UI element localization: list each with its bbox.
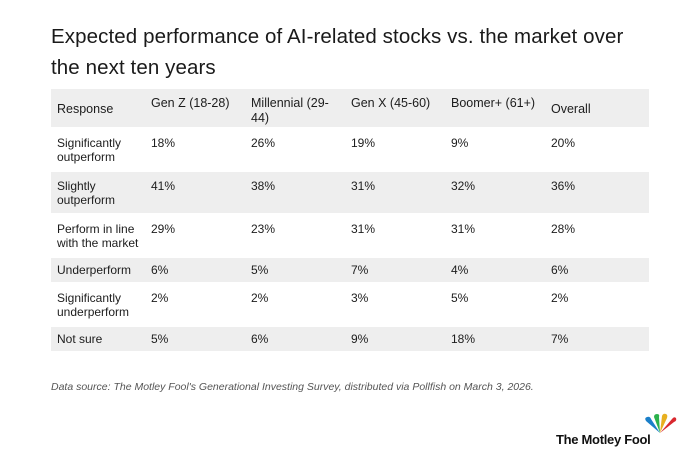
table-cell: 6% bbox=[145, 257, 245, 284]
motley-fool-logo: The Motley Fool bbox=[556, 413, 686, 453]
table-cell: 41% bbox=[145, 171, 245, 215]
table-row: Slightly outperform 41% 38% 31% 32% 36% bbox=[51, 171, 649, 215]
table-row: Underperform 6% 5% 7% 4% 6% bbox=[51, 257, 649, 284]
table-cell: 20% bbox=[545, 128, 649, 172]
row-label: Underperform bbox=[51, 257, 145, 284]
header-gen-z: Gen Z (18-28) bbox=[145, 89, 245, 129]
table-cell: 36% bbox=[545, 171, 649, 215]
table-cell: 7% bbox=[545, 326, 649, 353]
table-cell: 5% bbox=[245, 257, 345, 284]
table-cell: 23% bbox=[245, 214, 345, 258]
jester-hat-icon bbox=[645, 413, 677, 433]
table-cell: 9% bbox=[445, 128, 545, 172]
header-boomer: Boomer+ (61+) bbox=[445, 89, 545, 129]
table-cell: 31% bbox=[345, 171, 445, 215]
survey-table: Response Gen Z (18-28) Millennial (29-44… bbox=[51, 89, 649, 353]
table-cell: 38% bbox=[245, 171, 345, 215]
table-cell: 4% bbox=[445, 257, 545, 284]
table-row: Not sure 5% 6% 9% 18% 7% bbox=[51, 326, 649, 353]
table-cell: 9% bbox=[345, 326, 445, 353]
table-cell: 31% bbox=[345, 214, 445, 258]
data-source-note: Data source: The Motley Fool's Generatio… bbox=[51, 381, 534, 393]
table-cell: 6% bbox=[245, 326, 345, 353]
table-cell: 2% bbox=[145, 283, 245, 327]
header-millennial: Millennial (29-44) bbox=[245, 89, 345, 129]
row-label: Slightly outperform bbox=[51, 171, 145, 215]
header-overall: Overall bbox=[545, 89, 649, 129]
table-cell: 18% bbox=[445, 326, 545, 353]
row-label: Perform in line with the market bbox=[51, 214, 145, 258]
chart-title: Expected performance of AI-related stock… bbox=[51, 25, 624, 79]
table-cell: 28% bbox=[545, 214, 649, 258]
header-response: Response bbox=[51, 89, 145, 129]
table-cell: 5% bbox=[145, 326, 245, 353]
row-label: Significantly underperform bbox=[51, 283, 145, 327]
header-gen-x: Gen X (45-60) bbox=[345, 89, 445, 129]
table-header-row: Response Gen Z (18-28) Millennial (29-44… bbox=[51, 89, 649, 129]
table-cell: 5% bbox=[445, 283, 545, 327]
table-cell: 2% bbox=[545, 283, 649, 327]
table-cell: 7% bbox=[345, 257, 445, 284]
table-cell: 26% bbox=[245, 128, 345, 172]
logo-text: The Motley Fool bbox=[556, 432, 651, 447]
table-cell: 3% bbox=[345, 283, 445, 327]
table-cell: 32% bbox=[445, 171, 545, 215]
table-row: Significantly outperform 18% 26% 19% 9% 20% bbox=[51, 128, 649, 172]
row-label: Significantly outperform bbox=[51, 128, 145, 172]
table-cell: 29% bbox=[145, 214, 245, 258]
table-cell: 2% bbox=[245, 283, 345, 327]
table-cell: 6% bbox=[545, 257, 649, 284]
table-cell: 18% bbox=[145, 128, 245, 172]
table-row: Significantly underperform 2% 2% 3% 5% 2% bbox=[51, 283, 649, 327]
table-row: Perform in line with the market 29% 23% 31%… bbox=[51, 214, 649, 258]
table-cell: 19% bbox=[345, 128, 445, 172]
table-cell: 31% bbox=[445, 214, 545, 258]
row-label: Not sure bbox=[51, 326, 145, 353]
